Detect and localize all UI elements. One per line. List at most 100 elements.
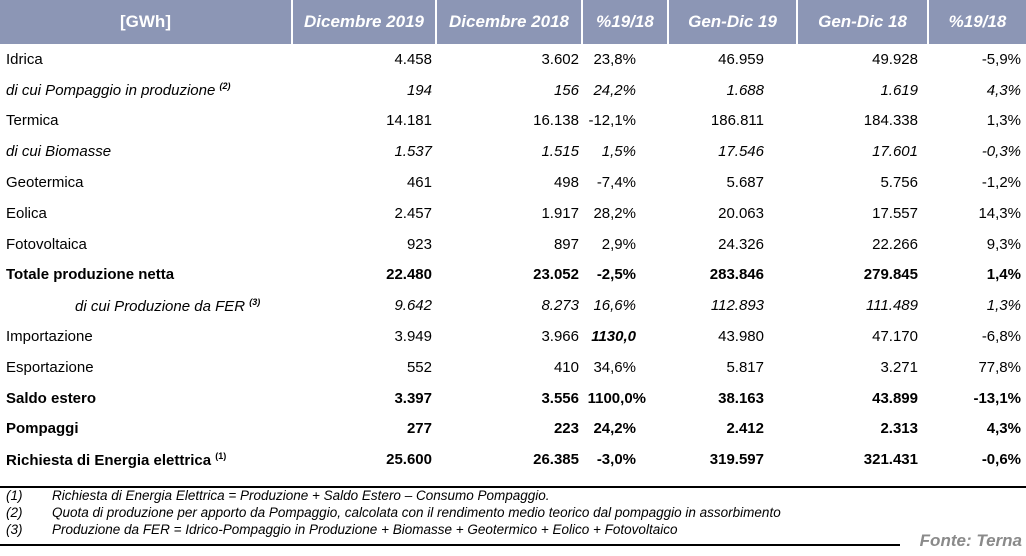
cell: -1,2% xyxy=(981,174,1021,192)
cell: -0,6% xyxy=(981,451,1021,469)
cell: 14.181 xyxy=(386,112,432,130)
cell: -7,4% xyxy=(596,174,636,192)
footnote-ref: (1) xyxy=(215,450,227,461)
cell: 1,3% xyxy=(986,112,1021,130)
footnote-number: (3) xyxy=(6,522,23,537)
cell: 16.138 xyxy=(533,112,579,130)
cell: 184.338 xyxy=(863,112,918,130)
cell: 5.756 xyxy=(880,174,918,192)
cell: 552 xyxy=(406,358,432,376)
header-gen-dic-19: Gen-Dic 19 xyxy=(668,0,798,44)
row-label: Esportazione xyxy=(6,358,94,376)
header-gen-dic-18: Gen-Dic 18 xyxy=(797,0,929,44)
cell: 47.170 xyxy=(872,328,918,346)
table-row: di cui Produzione da FER (3) 9.642 8.273… xyxy=(0,290,1026,321)
cell: 461 xyxy=(406,174,432,192)
table-row-total: Saldo estero 3.397 3.556 1100,0% 38.163 … xyxy=(0,383,1026,414)
cell: 26.385 xyxy=(533,451,579,469)
footnote: (2) Quota di produzione per apporto da Po… xyxy=(6,504,781,521)
row-label: di cui Produzione da FER (3) xyxy=(75,296,261,315)
cell: 156 xyxy=(553,81,579,99)
energy-balance-table: [GWh] Dicembre 2019 Dicembre 2018 %19/18… xyxy=(0,0,1026,475)
cell: 5.687 xyxy=(726,174,764,192)
cell: 1100,0% xyxy=(587,389,646,407)
cell: 77,8% xyxy=(978,358,1021,376)
cell: 498 xyxy=(553,174,579,192)
cell: 3.949 xyxy=(394,328,432,346)
cell: 24,2% xyxy=(593,420,636,438)
cell: 319.597 xyxy=(709,451,764,469)
cell: 24.326 xyxy=(718,235,764,253)
table-row-total: Richiesta di Energia elettrica (1) 25.60… xyxy=(0,444,1026,475)
cell: 49.928 xyxy=(872,50,918,68)
cell: 23,8% xyxy=(593,50,636,68)
row-label: Fotovoltaica xyxy=(6,235,87,253)
cell: 3.556 xyxy=(541,389,579,407)
footnote-text: Richiesta di Energia Elettrica = Produzi… xyxy=(52,488,550,503)
table-row: Idrica 4.458 3.602 23,8% 46.959 49.928 -… xyxy=(0,44,1026,75)
footnote-text: Produzione da FER = Idrico-Pompaggio in … xyxy=(52,522,678,537)
header-dicembre-2019: Dicembre 2019 xyxy=(292,0,437,44)
table-row: Esportazione 552 410 34,6% 5.817 3.271 7… xyxy=(0,352,1026,383)
cell: -12,1% xyxy=(588,112,636,130)
header-pct-month: %19/18 xyxy=(582,0,669,44)
cell: -0,3% xyxy=(981,143,1021,161)
cell: 410 xyxy=(553,358,579,376)
cell: -6,8% xyxy=(981,328,1021,346)
cell: 897 xyxy=(553,235,579,253)
cell: 111.489 xyxy=(866,297,918,315)
cell: -5,9% xyxy=(981,50,1021,68)
cell: 1.619 xyxy=(880,81,918,99)
cell: 38.163 xyxy=(718,389,764,407)
cell: 1130,0 xyxy=(591,328,636,346)
divider xyxy=(0,544,900,546)
cell: 43.899 xyxy=(872,389,918,407)
row-label: Importazione xyxy=(6,328,93,346)
cell: 1,4% xyxy=(986,266,1021,284)
footnote-ref: (3) xyxy=(249,296,261,307)
cell: 2,9% xyxy=(601,235,636,253)
row-label: Richiesta di Energia elettrica (1) xyxy=(6,450,227,469)
cell: 5.817 xyxy=(726,358,764,376)
table-row: Geotermica 461 498 -7,4% 5.687 5.756 -1,… xyxy=(0,167,1026,198)
row-label: Termica xyxy=(6,112,59,130)
cell: 3.966 xyxy=(541,328,579,346)
cell: -13,1% xyxy=(973,389,1021,407)
cell: -2,5% xyxy=(596,266,636,284)
table-row: di cui Pompaggio in produzione (2) 194 1… xyxy=(0,75,1026,106)
cell: 283.846 xyxy=(709,266,764,284)
cell: 2.457 xyxy=(394,204,432,222)
cell: 2.412 xyxy=(726,420,764,438)
cell: 16,6% xyxy=(593,297,636,315)
cell: 277 xyxy=(406,420,432,438)
cell: 3.271 xyxy=(880,358,918,376)
row-label: Eolica xyxy=(6,204,47,222)
cell: 34,6% xyxy=(593,358,636,376)
cell: 17.546 xyxy=(718,143,764,161)
row-label: Totale produzione netta xyxy=(6,266,175,284)
cell: 9.642 xyxy=(394,297,432,315)
cell: 4,3% xyxy=(986,81,1021,99)
cell: 1.537 xyxy=(394,143,432,161)
header-dicembre-2018: Dicembre 2018 xyxy=(436,0,583,44)
row-label: Geotermica xyxy=(6,174,84,192)
table-row-total: Totale produzione netta 22.480 23.052 -2… xyxy=(0,260,1026,291)
cell: 4,3% xyxy=(986,420,1021,438)
cell: 186.811 xyxy=(710,112,764,130)
cell: 43.980 xyxy=(718,328,764,346)
table-row-total: Pompaggi 277 223 24,2% 2.412 2.313 4,3% xyxy=(0,414,1026,445)
cell: -3,0% xyxy=(596,451,636,469)
cell: 25.600 xyxy=(386,451,432,469)
cell: 17.557 xyxy=(872,204,918,222)
header-row: [GWh] Dicembre 2019 Dicembre 2018 %19/18… xyxy=(0,0,1026,44)
row-label: Idrica xyxy=(6,50,43,68)
cell: 223 xyxy=(553,420,579,438)
cell: 3.602 xyxy=(541,50,579,68)
cell: 112.893 xyxy=(710,297,764,315)
footnote-ref: (2) xyxy=(219,81,231,92)
table-row: di cui Biomasse 1.537 1.515 1,5% 17.546 … xyxy=(0,136,1026,167)
cell: 22.266 xyxy=(872,235,918,253)
cell: 17.601 xyxy=(872,143,918,161)
footnote: (1) Richiesta di Energia Elettrica = Prod… xyxy=(6,487,781,504)
cell: 2.313 xyxy=(880,420,918,438)
